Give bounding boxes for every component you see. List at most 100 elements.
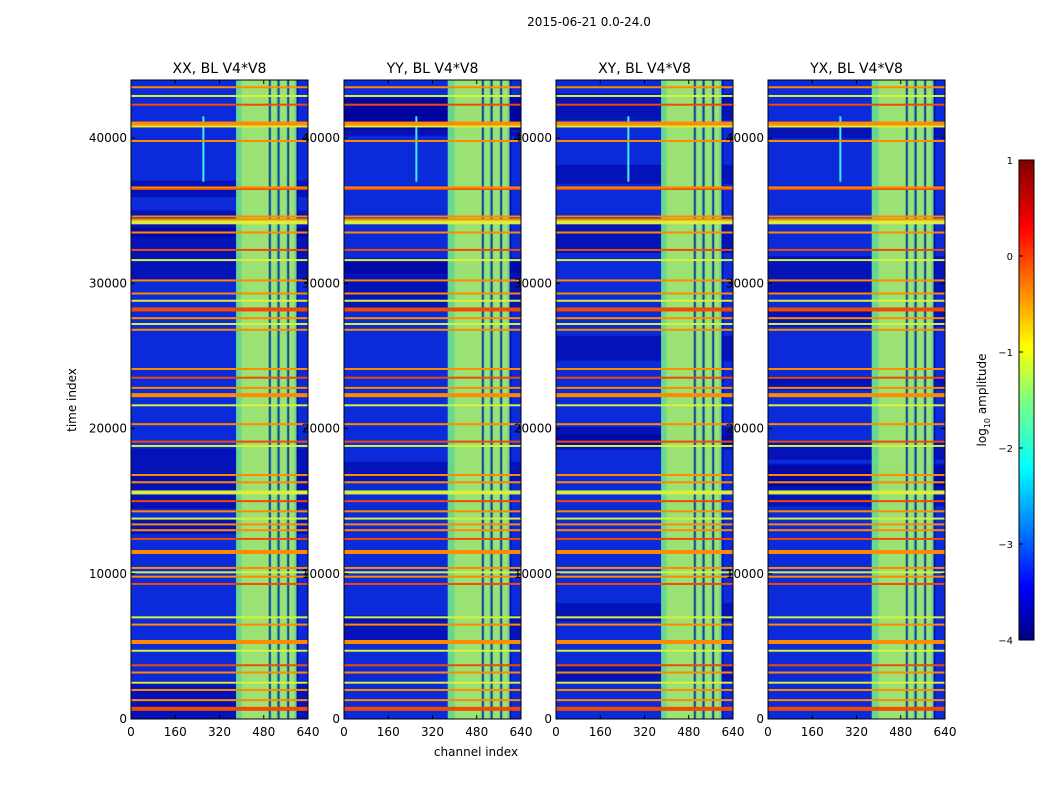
flagged-row (131, 681, 308, 684)
flagged-row (556, 649, 733, 652)
hot-channel (917, 80, 923, 719)
flagged-row (768, 393, 945, 398)
flagged-row (344, 139, 521, 142)
flagged-row (556, 299, 733, 302)
flagged-row (768, 575, 945, 578)
channel-divider (287, 80, 290, 719)
channel-divider (490, 80, 493, 719)
flagged-row (131, 259, 308, 262)
flagged-row (768, 328, 945, 331)
y-tick-label: 10000 (514, 567, 552, 581)
colorbar-tick-label: −1 (998, 348, 1013, 359)
rfi-spike (202, 116, 205, 182)
flagged-row (131, 404, 308, 407)
flagged-row (556, 404, 733, 407)
channel-divider (268, 80, 271, 719)
flagged-row (556, 187, 733, 190)
flagged-row (344, 186, 521, 189)
flagged-row (768, 121, 945, 126)
hot-channel (705, 80, 711, 719)
flagged-row (344, 500, 521, 503)
flagged-row (344, 523, 521, 526)
flagged-row (556, 121, 733, 126)
x-tick-label: 160 (801, 725, 824, 739)
x-tick-label: 640 (722, 725, 745, 739)
flagged-row (556, 664, 733, 667)
flagged-row (768, 706, 945, 711)
flagged-row (131, 510, 308, 513)
flagged-row (131, 490, 308, 495)
flagged-row (131, 322, 308, 325)
flagged-row (131, 566, 308, 569)
y-tick-label: 40000 (302, 131, 340, 145)
flagged-row (768, 279, 945, 282)
flagged-row (556, 218, 733, 221)
x-tick-label: 0 (552, 725, 560, 739)
flagged-row (131, 640, 308, 645)
flagged-row (344, 510, 521, 513)
flagged-row (768, 292, 945, 295)
x-tick-label: 640 (297, 725, 320, 739)
flagged-row (768, 423, 945, 426)
flagged-row (556, 582, 733, 585)
flagged-row (768, 490, 945, 495)
channel-divider (924, 80, 927, 719)
flagged-row (344, 649, 521, 652)
flagged-row (768, 582, 945, 585)
flagged-row (768, 220, 945, 225)
flagged-row (556, 220, 733, 225)
flagged-row (768, 139, 945, 142)
x-tick-label: 320 (845, 725, 868, 739)
x-tick-label: 480 (889, 725, 912, 739)
flagged-row (344, 444, 521, 447)
y-tick-label: 0 (119, 712, 127, 726)
flagged-row (131, 517, 308, 520)
flagged-row (344, 103, 521, 106)
channel-divider (905, 80, 908, 719)
hot-channel (485, 80, 490, 719)
x-tick-label: 160 (377, 725, 400, 739)
flagged-row (131, 376, 308, 379)
flagged-row (131, 500, 308, 503)
flagged-row (344, 404, 521, 407)
y-tick-label: 10000 (726, 567, 764, 581)
channel-divider (914, 80, 917, 719)
x-tick-label: 480 (677, 725, 700, 739)
flagged-row (131, 299, 308, 302)
flagged-row (556, 444, 733, 447)
flagged-row (768, 86, 945, 89)
y-tick-label: 20000 (514, 422, 552, 436)
flagged-row (131, 125, 308, 128)
y-tick-label: 20000 (89, 422, 127, 436)
flagged-row (556, 440, 733, 443)
flagged-row (131, 575, 308, 578)
flagged-row (131, 218, 308, 221)
flagged-row (131, 649, 308, 652)
y-tick-label: 20000 (302, 422, 340, 436)
flagged-row (768, 481, 945, 484)
flagged-row (344, 706, 521, 711)
flagged-row (344, 575, 521, 578)
flagged-row (768, 440, 945, 443)
hot-channel (241, 80, 270, 719)
low-patch (768, 127, 945, 139)
flagged-row (556, 215, 733, 218)
flagged-row (131, 664, 308, 667)
flagged-row (556, 623, 733, 626)
flagged-row (556, 259, 733, 262)
hot-channel (713, 80, 720, 719)
flagged-row (131, 231, 308, 234)
flagged-row (131, 279, 308, 282)
flagged-row (131, 393, 308, 398)
channel-divider (702, 80, 705, 719)
hot-channel (501, 80, 508, 719)
xlabel: channel index (434, 745, 518, 759)
flagged-row (131, 571, 308, 574)
flagged-row (556, 317, 733, 320)
flagged-row (131, 423, 308, 426)
flagged-row (344, 279, 521, 282)
flagged-row (344, 393, 521, 398)
flagged-row (556, 279, 733, 282)
flagged-row (556, 566, 733, 569)
